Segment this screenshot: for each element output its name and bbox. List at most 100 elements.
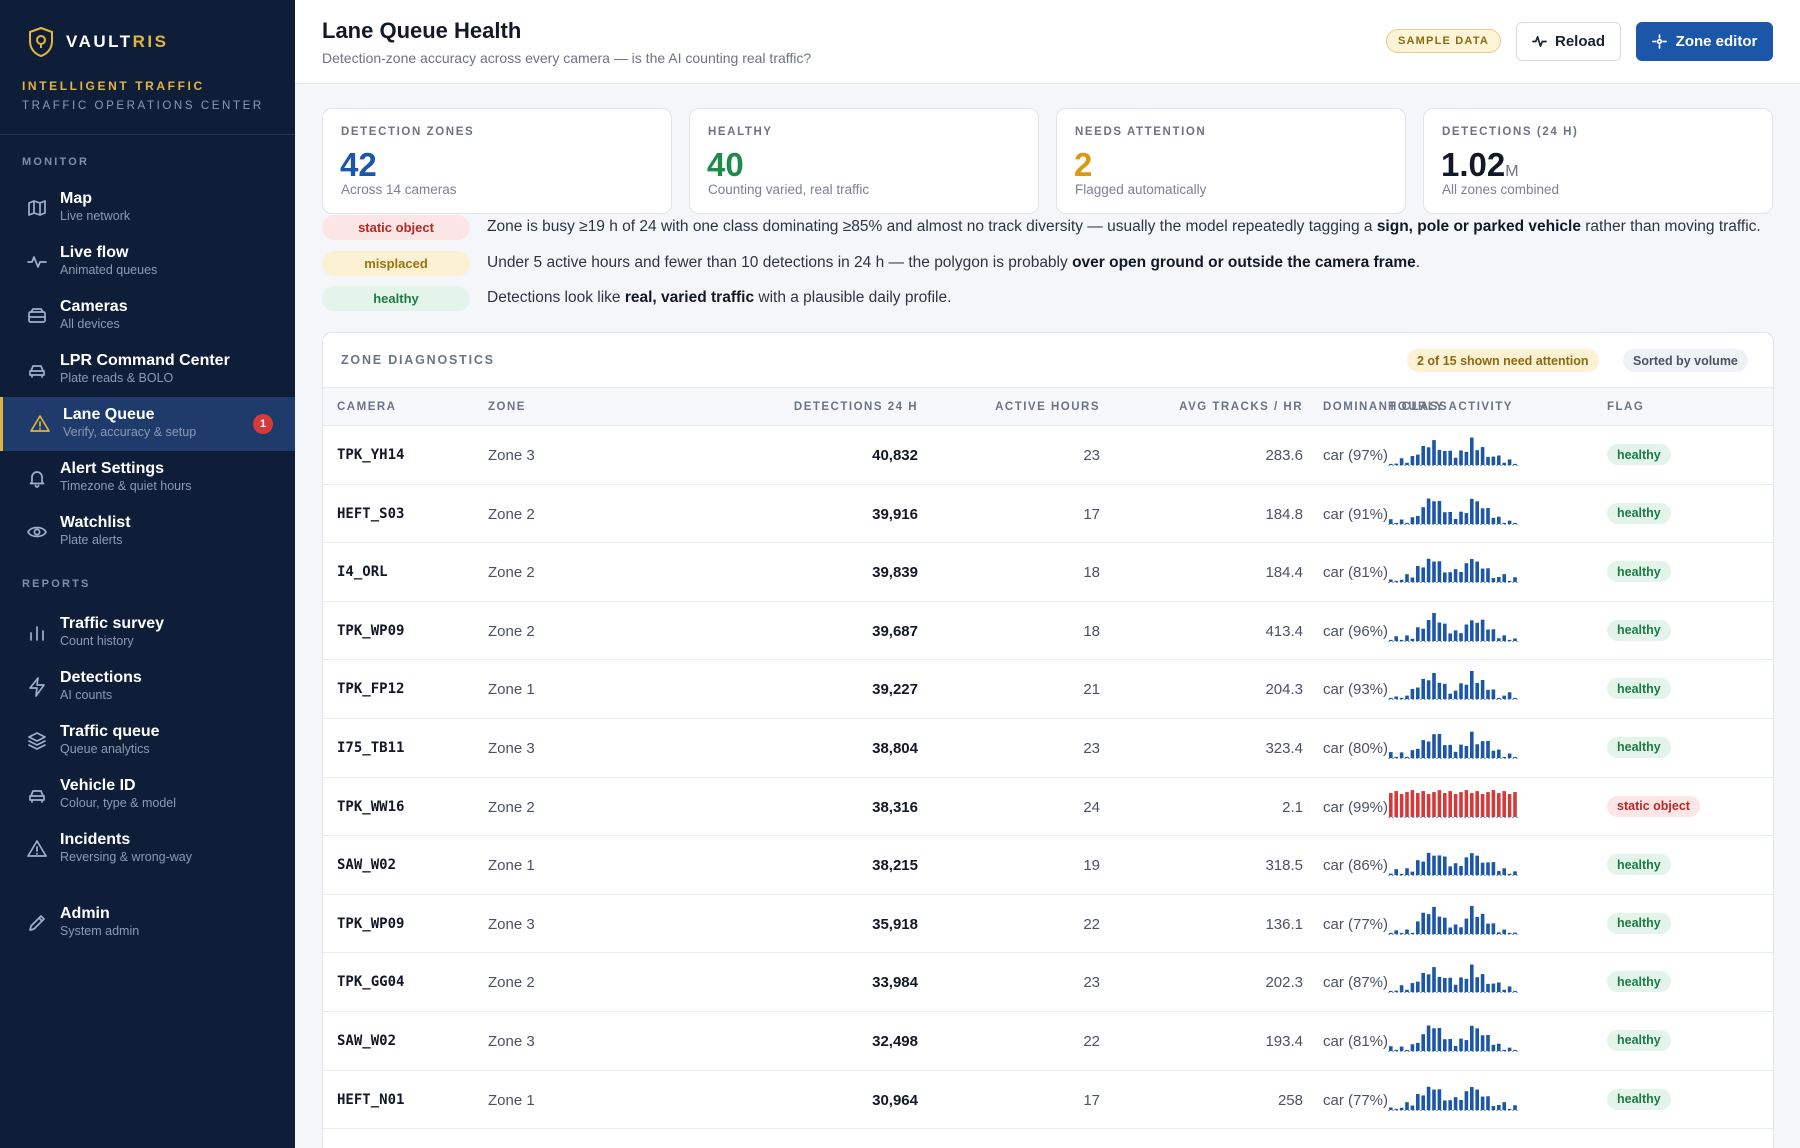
zone-editor-button[interactable]: Zone editor [1636, 22, 1773, 61]
table-row[interactable]: TPK_FP12 Zone 1 39,227 21 204.3 car (93%) heal… [323, 660, 1773, 719]
table-row[interactable]: TPK_YH14 Zone 3 40,832 23 283.6 car (97%) heal… [323, 426, 1773, 485]
sparkline-bar [1491, 689, 1496, 700]
table-row[interactable]: SAW_W02 Zone 1 38,215 19 318.5 car (86%) healt… [323, 836, 1773, 895]
hourly-activity-sparkline [1388, 905, 1518, 935]
sidebar-item-text: Live flow Animated queues [60, 243, 157, 278]
sparkline-bar [1513, 756, 1517, 758]
sparkline-bar [1426, 974, 1431, 993]
sparkline-bar [1389, 1107, 1393, 1110]
col-detections[interactable]: DETECTIONS 24 H [793, 401, 918, 413]
sidebar-item-live-flow[interactable]: Live flow Animated queues [0, 235, 295, 289]
sidebar-item-watchlist[interactable]: Watchlist Plate alerts [0, 505, 295, 559]
table-row[interactable]: HEFT_N01 Zone 1 30,964 17 258 car (77%) health… [323, 1071, 1773, 1130]
sidebar-item-label: Incidents [60, 831, 131, 848]
hourly-activity-sparkline [1388, 498, 1518, 525]
sparkline-bar [1389, 873, 1393, 876]
sidebar-item-label: Watchlist [60, 514, 131, 531]
section-label-monitor: MONITOR [22, 156, 90, 168]
flag-badge: static object [1607, 795, 1700, 817]
cell-dominant-class: car (86%) [1323, 857, 1389, 875]
sparkline-bar [1405, 574, 1409, 583]
table-row[interactable]: HEFT_S03 Zone 2 39,916 17 184.8 car (91%) heal… [323, 485, 1773, 544]
sparkline-bar [1426, 1025, 1431, 1051]
stat-unit: M [1505, 163, 1519, 180]
sparkline-bar [1464, 563, 1469, 583]
page-title: Lane Queue Health [322, 18, 522, 43]
sparkline-bar [1480, 741, 1485, 758]
cell-detections: 39,687 [872, 622, 918, 640]
sparkline-bar [1399, 932, 1404, 934]
sidebar-item-incidents[interactable]: Incidents Reversing & wrong-way [0, 822, 295, 876]
col-zone[interactable]: ZONE [488, 401, 526, 413]
sparkline-bar [1480, 862, 1485, 876]
sidebar-item-lpr-command-center[interactable]: LPR Command Center Plate reads & BOLO [0, 343, 295, 397]
brand[interactable]: VAULTRIS [28, 26, 168, 58]
sparkline-bar [1432, 561, 1436, 583]
sparkline-bar [1389, 698, 1393, 700]
sparkline-bar [1432, 791, 1436, 817]
table-row[interactable]: TPK_WP09 Zone 3 35,918 22 136.1 car (77%) heal… [323, 895, 1773, 954]
sidebar-item-admin[interactable]: Admin System admin [0, 896, 295, 950]
sparkline-bar [1480, 619, 1485, 641]
sort-indicator[interactable]: Sorted by volume [1623, 349, 1748, 372]
stat-sublabel: All zones combined [1442, 182, 1560, 197]
reload-button[interactable]: Reload [1516, 22, 1621, 61]
sparkline-bar [1453, 985, 1458, 993]
zone-diagnostics-panel: ZONE DIAGNOSTICS 2 of 15 shown need atte… [322, 332, 1774, 1148]
col-active-hours[interactable]: ACTIVE HOURS [995, 401, 1100, 413]
col-flag[interactable]: FLAG [1607, 401, 1645, 413]
col-avg-tracks[interactable]: AVG TRACKS / HR [1179, 401, 1303, 413]
cell-zone: Zone 2 [488, 505, 535, 523]
table-row[interactable]: SAW_W02 Zone 3 32,498 22 193.4 car (81%) healt… [323, 1012, 1773, 1071]
sparkline-bar [1453, 1096, 1458, 1110]
sidebar-item-cameras[interactable]: Cameras All devices [0, 289, 295, 343]
cell-camera: HEFT_N01 [337, 1091, 405, 1108]
sparkline-bar [1399, 874, 1404, 876]
cell-zone: Zone 2 [488, 974, 535, 992]
camera-icon [26, 305, 48, 327]
sidebar-item-text: Admin System admin [60, 904, 139, 939]
sidebar-item-lane-queue[interactable]: Lane Queue Verify, accuracy & setup 1 [0, 397, 295, 451]
col-dominant-class[interactable]: DOMINANT CLASS [1323, 401, 1449, 413]
sparkline-bar [1491, 1105, 1496, 1110]
sample-data-badge: SAMPLE DATA [1386, 29, 1502, 53]
cell-camera: TPK_FP12 [337, 681, 405, 698]
sidebar-item-map[interactable]: Map Live network [0, 181, 295, 235]
sidebar-item-vehicle-id[interactable]: Vehicle ID Colour, type & model [0, 768, 295, 822]
sparkline-bar [1437, 916, 1442, 934]
table-row[interactable]: TPK_WP09 Zone 2 39,687 18 413.4 car (96%) heal… [323, 602, 1773, 661]
sparkline-bar [1399, 985, 1404, 993]
sparkline-bar [1486, 984, 1490, 993]
sparkline-bar [1399, 1046, 1404, 1051]
stat-sublabel: Flagged automatically [1075, 182, 1207, 197]
stat-value-wrap: 42 [340, 145, 377, 192]
sidebar-item-traffic-queue[interactable]: Traffic queue Queue analytics [0, 714, 295, 768]
warning-icon [26, 838, 48, 860]
table-row[interactable]: I75_TB11 Zone 3 38,804 23 323.4 car (80%) heal… [323, 719, 1773, 778]
sparkline-bar [1513, 871, 1517, 876]
sparkline-bar [1486, 507, 1490, 524]
table-row[interactable]: TPK_GG04 Zone 2 33,984 23 202.3 car (87%) heal… [323, 953, 1773, 1012]
table-row[interactable]: I4_ORL Zone 2 39,839 18 184.4 car (81%) health… [323, 543, 1773, 602]
cell-dominant-class: car (87%) [1323, 974, 1389, 992]
sparkline-bar [1497, 982, 1501, 993]
sparkline-bar [1470, 1025, 1474, 1051]
sparkline-bar [1491, 456, 1496, 465]
sparkline-bar [1507, 793, 1512, 817]
sparkline-bar [1410, 516, 1415, 524]
cell-active-hours: 24 [1083, 798, 1100, 816]
flag-badge: healthy [1607, 1029, 1671, 1051]
stat-card-healthy: HEALTHY 40 Counting varied, real traffic [689, 108, 1039, 214]
col-camera[interactable]: CAMERA [337, 401, 397, 413]
stat-value-wrap: 40 [707, 145, 744, 192]
flag-badge: healthy [1607, 678, 1671, 700]
sidebar-item-traffic-survey[interactable]: Traffic survey Count history [0, 606, 295, 660]
sparkline-bar [1507, 581, 1512, 583]
sparkline-bar [1486, 690, 1490, 700]
sidebar-item-detections[interactable]: Detections AI counts [0, 660, 295, 714]
sparkline-bar [1426, 680, 1431, 700]
table-row[interactable]: TPK_WW16 Zone 2 38,316 24 2.1 car (99%) static… [323, 778, 1773, 837]
sidebar-item-alert-settings[interactable]: Alert Settings Timezone & quiet hours [0, 451, 295, 505]
cell-zone: Zone 3 [488, 739, 535, 757]
sparkline-bar [1491, 983, 1496, 993]
